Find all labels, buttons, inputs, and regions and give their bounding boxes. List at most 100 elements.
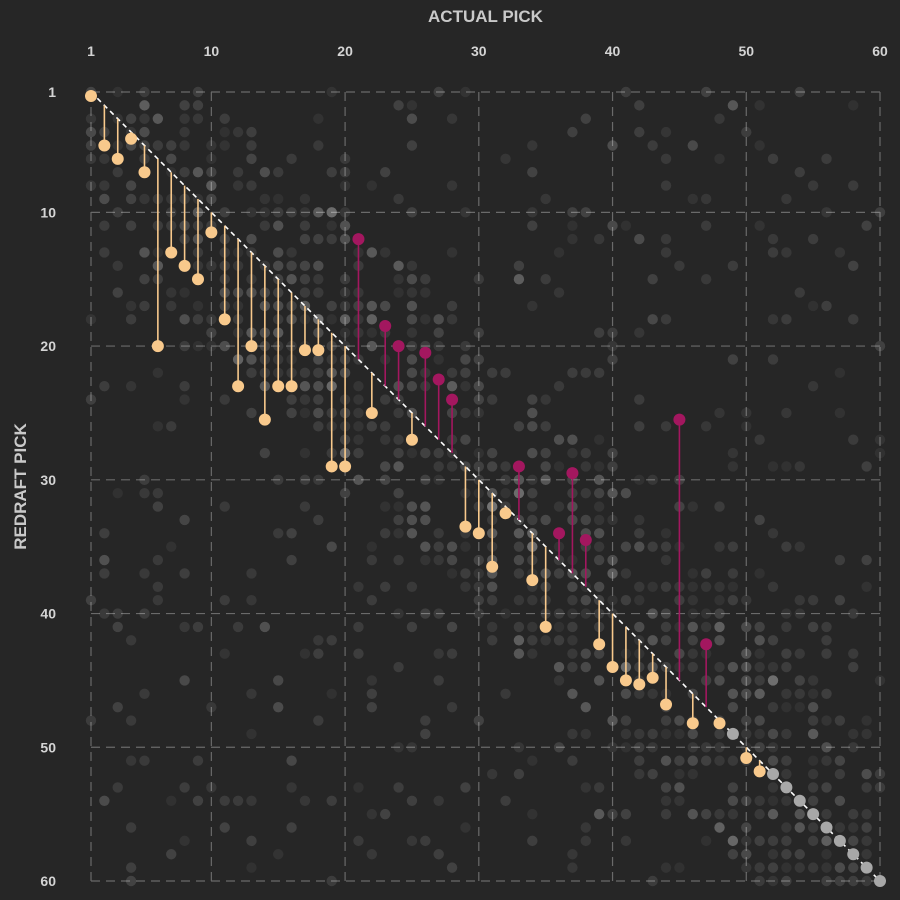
background-dot bbox=[206, 167, 217, 178]
background-dot bbox=[85, 153, 97, 165]
background-dot bbox=[634, 688, 645, 699]
background-dot bbox=[313, 233, 324, 245]
background-dot bbox=[486, 447, 498, 459]
background-dot bbox=[674, 795, 685, 806]
background-dot bbox=[741, 621, 752, 633]
point-pick-48 bbox=[713, 717, 726, 730]
background-dot bbox=[166, 795, 177, 806]
background-dot bbox=[834, 594, 846, 606]
background-dot bbox=[166, 140, 177, 151]
background-dot bbox=[527, 300, 538, 312]
background-dot bbox=[433, 648, 444, 659]
background-dot bbox=[139, 247, 150, 258]
background-dot bbox=[99, 193, 110, 205]
background-dot bbox=[192, 314, 204, 325]
background-dot bbox=[166, 153, 177, 165]
background-dot bbox=[700, 621, 712, 633]
background-dot bbox=[486, 581, 498, 592]
background-dot bbox=[714, 635, 725, 646]
background-dot bbox=[179, 675, 190, 686]
background-dot bbox=[527, 394, 538, 405]
background-dot bbox=[687, 635, 698, 646]
background-dot bbox=[179, 126, 190, 138]
background-dot bbox=[687, 594, 698, 606]
background-dot bbox=[433, 447, 444, 459]
background-dot bbox=[647, 474, 658, 486]
background-dot bbox=[553, 501, 565, 512]
background-dot bbox=[500, 688, 511, 699]
background-dot bbox=[620, 487, 632, 499]
background-dot bbox=[593, 487, 605, 499]
background-dot bbox=[754, 795, 765, 806]
background-dot bbox=[727, 835, 739, 847]
background-dot bbox=[607, 715, 618, 726]
background-dot bbox=[313, 407, 324, 419]
background-dot bbox=[139, 100, 150, 111]
background-dot bbox=[246, 728, 257, 740]
background-dot bbox=[366, 421, 378, 432]
background-dot bbox=[874, 782, 886, 793]
background-dot bbox=[339, 153, 351, 165]
y-axis-title: REDRAFT PICK bbox=[11, 423, 30, 550]
background-dot bbox=[366, 808, 378, 820]
background-dot bbox=[380, 461, 391, 472]
background-dot bbox=[674, 768, 685, 780]
background-dot bbox=[834, 862, 846, 873]
background-dot bbox=[834, 795, 846, 806]
background-dot bbox=[393, 407, 404, 419]
background-dot bbox=[192, 167, 204, 178]
background-dot bbox=[366, 314, 378, 325]
background-dot bbox=[767, 675, 779, 686]
background-dot bbox=[353, 621, 364, 633]
background-dot bbox=[125, 193, 137, 205]
background-dot bbox=[607, 808, 618, 820]
background-dot bbox=[834, 875, 846, 887]
background-dot bbox=[527, 421, 538, 432]
background-dot bbox=[741, 688, 752, 699]
background-dot bbox=[634, 742, 645, 753]
background-dot bbox=[807, 782, 819, 793]
background-dot bbox=[339, 220, 351, 231]
background-dot bbox=[767, 314, 779, 325]
background-dot bbox=[767, 728, 779, 740]
background-dot bbox=[246, 354, 257, 365]
background-dot bbox=[781, 608, 792, 619]
background-dot bbox=[486, 581, 498, 592]
background-dot bbox=[781, 862, 792, 873]
background-dot bbox=[874, 768, 886, 780]
background-dot bbox=[219, 501, 230, 512]
background-dot bbox=[286, 407, 297, 419]
background-dot bbox=[179, 113, 190, 124]
background-dot bbox=[433, 314, 444, 325]
background-dot bbox=[647, 635, 658, 646]
background-dot bbox=[687, 621, 698, 633]
background-dot bbox=[567, 220, 578, 231]
background-dot bbox=[380, 300, 391, 312]
background-dot bbox=[754, 514, 765, 526]
background-dot bbox=[406, 314, 418, 325]
background-dot bbox=[807, 822, 819, 833]
background-dot bbox=[634, 768, 645, 780]
background-dot bbox=[634, 100, 645, 111]
background-dot bbox=[513, 648, 525, 659]
background-dot bbox=[339, 274, 351, 285]
background-dot bbox=[219, 126, 230, 138]
point-pick-47 bbox=[700, 638, 713, 651]
background-dot bbox=[460, 822, 471, 833]
background-dot bbox=[807, 835, 819, 847]
background-dot bbox=[687, 808, 698, 820]
background-dot bbox=[179, 167, 190, 178]
background-dot bbox=[299, 274, 311, 285]
background-dot bbox=[567, 688, 578, 699]
background-dot bbox=[446, 381, 458, 392]
background-dot bbox=[754, 688, 765, 699]
background-dot bbox=[700, 274, 712, 285]
background-dot bbox=[125, 862, 137, 873]
background-dot bbox=[754, 434, 765, 445]
background-dot bbox=[634, 474, 645, 486]
point-pick-21 bbox=[352, 233, 365, 246]
background-dot bbox=[420, 715, 431, 726]
background-dot bbox=[339, 314, 351, 325]
background-dot bbox=[152, 140, 164, 151]
background-dot bbox=[834, 755, 846, 766]
